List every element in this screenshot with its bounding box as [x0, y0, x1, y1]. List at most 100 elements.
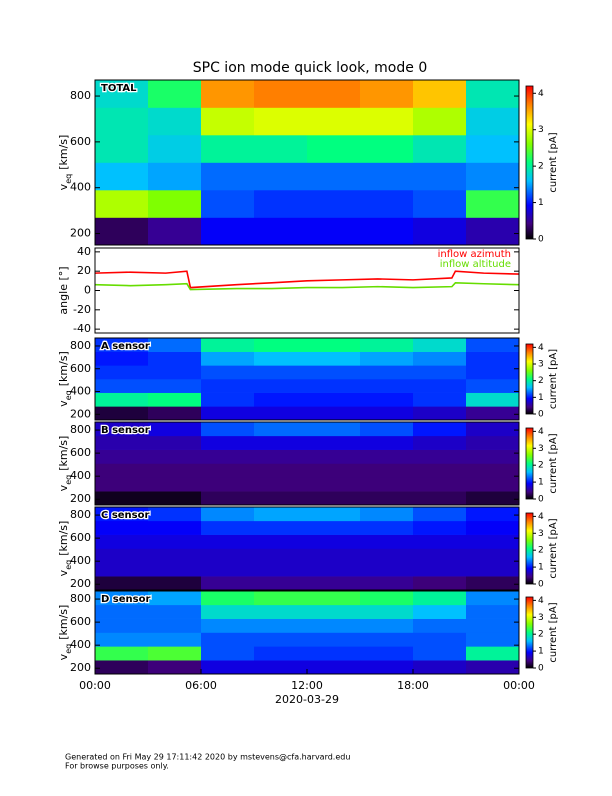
heat-cell — [201, 338, 255, 352]
heat-cell — [307, 351, 361, 366]
y-axis-label-v: v — [57, 484, 70, 491]
heat-cell — [307, 534, 361, 549]
heat-cell — [360, 190, 414, 218]
heat-cell — [254, 365, 308, 380]
heat-cell — [413, 491, 467, 506]
heat-cell — [254, 604, 308, 619]
heat-cell — [254, 435, 308, 450]
heat-cell — [360, 365, 414, 380]
heat-cell — [254, 548, 308, 563]
heat-cell — [201, 107, 255, 136]
heat-cell — [201, 135, 255, 163]
heat-cell — [201, 217, 255, 246]
heat-cell — [360, 406, 414, 421]
heat-cell — [254, 351, 308, 366]
heat-cell — [413, 351, 467, 366]
heat-cell — [360, 422, 414, 437]
heat-cell — [307, 507, 361, 522]
heat-cell — [307, 365, 361, 380]
y-tick-label: 200 — [70, 227, 91, 240]
y-axis-label-unit: [km/s] — [57, 605, 70, 640]
x-tick-label: 00:00 — [79, 679, 111, 692]
y-axis-label-sub: eq — [64, 644, 73, 654]
heat-cell — [201, 507, 255, 522]
colorbar-tick-label: 4 — [538, 512, 544, 522]
plot-frame — [94, 421, 520, 506]
heat-cell — [466, 392, 520, 407]
heat-cell — [466, 576, 520, 591]
heat-cell — [307, 135, 361, 163]
heat-cell — [148, 135, 202, 163]
heat-cell — [413, 618, 467, 633]
heat-cell — [254, 379, 308, 393]
heat-cell — [360, 520, 414, 535]
heat-cell — [201, 520, 255, 535]
heat-cell — [254, 449, 308, 464]
colorbar-label: current [pA] — [548, 433, 559, 493]
heat-cell — [360, 604, 414, 619]
heat-cell — [413, 406, 467, 421]
heat-cell — [254, 80, 308, 108]
heat-cell — [95, 162, 149, 191]
heat-cell — [95, 365, 149, 380]
heat-cell — [307, 217, 361, 246]
colorbar-tick-label: 2 — [538, 630, 544, 640]
y-axis-label-unit: [km/s] — [57, 521, 70, 556]
heat-cell — [413, 534, 467, 549]
heat-cell — [466, 135, 520, 163]
heat-cell — [360, 632, 414, 647]
heat-cell — [201, 562, 255, 577]
heat-cell — [360, 646, 414, 661]
heat-cell — [413, 422, 467, 437]
heat-cell — [466, 491, 520, 506]
y-axis-label: veq [km/s] — [57, 351, 73, 407]
colorbar-tick-label: 4 — [538, 427, 544, 437]
heat-cell — [360, 338, 414, 352]
y-tick-label: -20 — [73, 303, 91, 316]
heat-cell — [307, 477, 361, 492]
heat-cell — [95, 507, 149, 522]
heat-cell — [413, 379, 467, 393]
y-axis-label-sub: eq — [64, 390, 73, 400]
heat-cell — [307, 562, 361, 577]
heat-cell — [148, 660, 202, 675]
heat-cell — [307, 548, 361, 563]
legend-label: inflow altitude — [440, 259, 511, 270]
heat-cell — [360, 534, 414, 549]
heat-cell — [307, 646, 361, 661]
heat-cell — [148, 463, 202, 478]
heat-cell — [148, 435, 202, 450]
heat-cell — [466, 534, 520, 549]
heat-cell — [201, 406, 255, 421]
heat-cell — [360, 449, 414, 464]
heat-cell — [307, 604, 361, 619]
colorbar-tick-label: 1 — [538, 647, 544, 657]
heat-cell — [201, 632, 255, 647]
y-tick-label: 200 — [70, 661, 91, 674]
heat-cell — [254, 507, 308, 522]
heat-cell — [148, 646, 202, 661]
colorbar-tick-label: 1 — [538, 563, 544, 573]
heat-cell — [201, 548, 255, 563]
heat-cell — [201, 80, 255, 108]
heat-cell — [148, 562, 202, 577]
heat-cell — [148, 107, 202, 136]
colorbar — [525, 427, 534, 500]
heat-cell — [413, 217, 467, 246]
y-tick-label: 800 — [70, 89, 91, 102]
panel-label: C sensor — [101, 510, 149, 521]
heat-cell — [413, 107, 467, 136]
heat-cell — [95, 435, 149, 450]
legend-label: inflow azimuth — [438, 249, 511, 260]
heat-cell — [360, 660, 414, 675]
heat-cell — [466, 646, 520, 661]
heat-cell — [360, 491, 414, 506]
heat-cell — [254, 562, 308, 577]
heat-cell — [201, 435, 255, 450]
heat-cell — [254, 162, 308, 191]
heat-cell — [307, 618, 361, 633]
heat-cell — [413, 365, 467, 380]
heat-cell — [201, 534, 255, 549]
y-axis-label: veq [km/s] — [57, 436, 73, 492]
colorbar — [525, 596, 534, 669]
